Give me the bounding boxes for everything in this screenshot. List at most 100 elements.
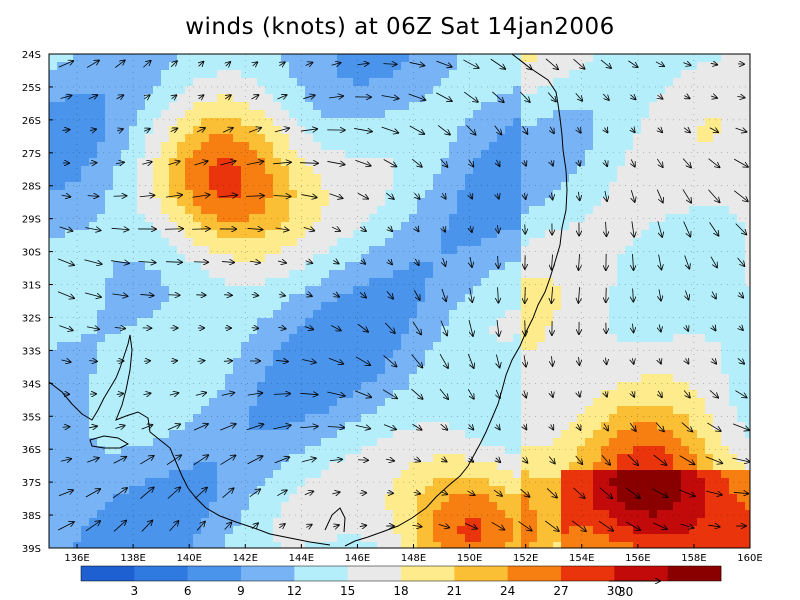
- field-cell: [489, 142, 498, 151]
- field-cell: [137, 86, 146, 95]
- field-cell: [201, 542, 210, 548]
- field-cell: [129, 190, 138, 199]
- field-cell: [641, 198, 650, 207]
- field-cell: [313, 230, 322, 239]
- field-cell: [609, 454, 618, 463]
- field-cell: [409, 534, 418, 543]
- field-cell: [97, 142, 106, 151]
- field-cell: [609, 238, 618, 247]
- field-cell: [353, 526, 362, 535]
- field-cell: [465, 518, 474, 527]
- field-cell: [641, 78, 650, 87]
- field-cell: [353, 126, 362, 135]
- field-cell: [329, 230, 338, 239]
- field-cell: [225, 86, 234, 95]
- field-cell: [497, 110, 506, 119]
- field-cell: [641, 390, 650, 399]
- field-cell: [489, 542, 498, 548]
- field-cell: [409, 254, 418, 263]
- field-cell: [593, 94, 602, 103]
- field-cell: [577, 78, 586, 87]
- field-cell: [289, 262, 298, 271]
- field-cell: [225, 174, 234, 183]
- field-cell: [681, 302, 690, 311]
- field-cell: [273, 542, 282, 548]
- field-cell: [49, 422, 58, 431]
- field-cell: [553, 310, 562, 319]
- field-cell: [273, 294, 282, 303]
- field-cell: [249, 318, 258, 327]
- field-cell: [369, 446, 378, 455]
- field-cell: [65, 110, 74, 119]
- field-cell: [345, 174, 354, 183]
- field-cell: [345, 278, 354, 287]
- field-cell: [657, 326, 666, 335]
- field-cell: [345, 198, 354, 207]
- field-cell: [409, 358, 418, 367]
- field-cell: [401, 510, 410, 519]
- field-cell: [641, 294, 650, 303]
- field-cell: [625, 398, 634, 407]
- field-cell: [129, 214, 138, 223]
- field-cell: [321, 118, 330, 127]
- field-cell: [577, 318, 586, 327]
- field-cell: [505, 238, 514, 247]
- field-cell: [249, 246, 258, 255]
- field-cell: [57, 334, 66, 343]
- field-cell: [665, 470, 674, 479]
- field-cell: [633, 502, 642, 511]
- field-cell: [489, 70, 498, 79]
- field-cell: [577, 462, 586, 471]
- field-cell: [73, 214, 82, 223]
- field-cell: [497, 454, 506, 463]
- field-cell: [209, 526, 218, 535]
- field-cell: [625, 94, 634, 103]
- field-cell: [369, 326, 378, 335]
- field-cell: [73, 318, 82, 327]
- field-cell: [681, 54, 690, 63]
- field-cell: [225, 78, 234, 87]
- field-cell: [353, 102, 362, 111]
- field-cell: [473, 462, 482, 471]
- field-cell: [369, 118, 378, 127]
- field-cell: [345, 230, 354, 239]
- field-cell: [353, 510, 362, 519]
- field-cell: [281, 470, 290, 479]
- field-cell: [353, 166, 362, 175]
- field-cell: [185, 534, 194, 543]
- field-cell: [89, 150, 98, 159]
- field-cell: [553, 486, 562, 495]
- field-cell: [665, 142, 674, 151]
- field-cell: [625, 526, 634, 535]
- field-cell: [217, 118, 226, 127]
- field-cell: [137, 78, 146, 87]
- field-cell: [625, 318, 634, 327]
- field-cell: [49, 310, 58, 319]
- field-cell: [497, 254, 506, 263]
- field-cell: [377, 246, 386, 255]
- field-cell: [361, 230, 370, 239]
- field-cell: [553, 406, 562, 415]
- field-cell: [337, 94, 346, 103]
- field-cell: [449, 334, 458, 343]
- field-cell: [161, 470, 170, 479]
- field-cell: [401, 534, 410, 543]
- field-cell: [385, 350, 394, 359]
- field-cell: [409, 118, 418, 127]
- field-cell: [441, 494, 450, 503]
- field-cell: [161, 54, 170, 63]
- field-cell: [49, 246, 58, 255]
- field-cell: [257, 70, 266, 79]
- field-cell: [145, 518, 154, 527]
- field-cell: [393, 294, 402, 303]
- field-cell: [161, 422, 170, 431]
- field-cell: [297, 262, 306, 271]
- field-cell: [289, 62, 298, 71]
- field-cell: [513, 406, 522, 415]
- field-cell: [665, 254, 674, 263]
- field-cell: [513, 110, 522, 119]
- field-cell: [209, 406, 218, 415]
- field-cell: [641, 286, 650, 295]
- field-cell: [529, 246, 538, 255]
- field-cell: [633, 246, 642, 255]
